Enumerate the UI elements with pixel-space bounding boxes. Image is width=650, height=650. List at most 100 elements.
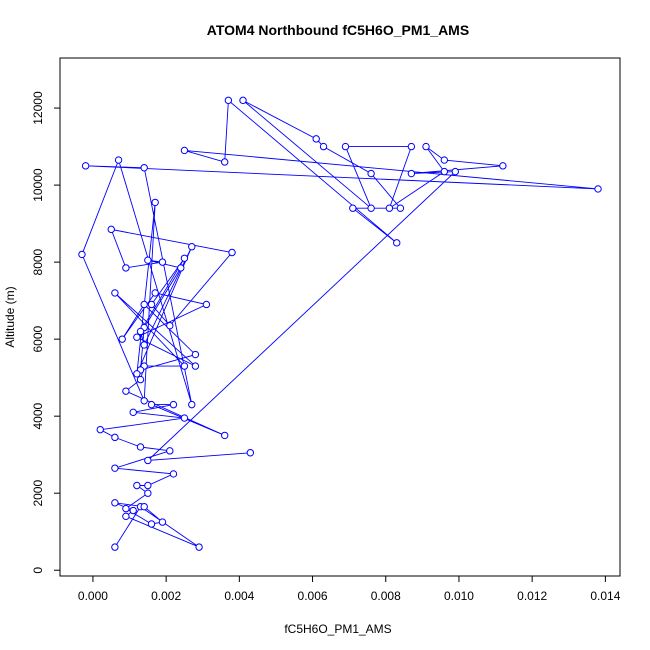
data-point: [140, 341, 148, 349]
data-point: [169, 400, 178, 409]
data-point: [122, 512, 130, 521]
data-point: [133, 333, 141, 341]
data-point: [107, 225, 115, 234]
data-point: [221, 431, 229, 440]
data-point: [144, 481, 152, 490]
series-line: [81, 99, 599, 548]
data-point: [136, 443, 145, 451]
series-group: [78, 96, 602, 551]
data-point: [136, 375, 145, 384]
data-point: [239, 96, 247, 105]
data-point: [144, 489, 152, 497]
data-point: [312, 135, 320, 143]
data-point: [188, 400, 196, 409]
data-point: [111, 433, 119, 442]
data-point: [122, 264, 130, 272]
data-point: [367, 204, 375, 212]
x-tick-label: 0.002: [151, 589, 181, 603]
data-point: [111, 543, 119, 551]
data-point: [140, 397, 148, 405]
y-tick-label: 6000: [31, 325, 45, 352]
y-axis: 0 2000 4000 6000 8000 10000 12000: [31, 91, 60, 574]
data-point: [140, 300, 148, 309]
data-point: [111, 499, 119, 507]
data-point: [191, 350, 200, 359]
x-tick-label: 0.014: [590, 589, 620, 603]
data-point: [393, 239, 401, 247]
x-tick-label: 0.010: [444, 589, 474, 603]
data-point: [451, 167, 459, 176]
data-point: [129, 408, 137, 417]
data-point: [136, 327, 145, 336]
data-point: [228, 248, 236, 257]
data-point: [81, 162, 90, 170]
x-axis-label: fC5H6O_PM1_AMS: [284, 622, 391, 636]
y-tick-label: 8000: [31, 248, 45, 275]
data-point: [140, 502, 148, 511]
data-point: [111, 289, 119, 297]
data-point: [180, 254, 189, 262]
x-tick-label: 0.012: [517, 589, 547, 603]
chart-title: ATOM4 Northbound fC5H6O_PM1_AMS: [207, 22, 469, 38]
data-point: [122, 387, 130, 395]
data-point: [177, 264, 185, 272]
data-point: [396, 204, 405, 212]
data-point: [202, 300, 211, 309]
data-point: [319, 142, 328, 151]
data-point: [440, 167, 449, 176]
data-point: [422, 142, 430, 151]
data-point: [133, 481, 141, 490]
y-tick-label: 4000: [31, 403, 45, 430]
data-point: [195, 543, 203, 551]
y-tick-label: 12000: [31, 91, 45, 125]
y-tick-label: 0: [31, 567, 45, 574]
data-point: [158, 518, 167, 526]
data-point: [440, 156, 449, 164]
data-point: [144, 456, 152, 465]
data-point: [151, 289, 159, 297]
data-point: [407, 142, 416, 151]
data-point: [166, 447, 174, 455]
data-point: [385, 204, 394, 212]
data-point: [180, 414, 189, 422]
y-tick-label: 2000: [31, 480, 45, 507]
x-axis: 0.000 0.002 0.004 0.006 0.008 0.010 0.012 0.014: [78, 576, 621, 603]
data-point: [147, 300, 156, 309]
data-point: [96, 425, 104, 434]
data-point: [144, 256, 152, 264]
data-point: [341, 142, 350, 151]
data-point: [180, 146, 189, 155]
data-point: [594, 185, 602, 193]
x-tick-label: 0.004: [224, 589, 254, 603]
data-point: [114, 156, 123, 164]
data-point: [122, 504, 130, 513]
data-point: [147, 400, 156, 409]
data-point: [221, 158, 229, 166]
data-point: [188, 243, 196, 251]
plot-frame: [59, 57, 621, 577]
data-point: [499, 162, 507, 170]
data-point: [111, 464, 119, 472]
x-tick-label: 0.008: [371, 589, 401, 603]
data-point: [166, 321, 174, 330]
data-point: [169, 470, 178, 478]
data-point: [180, 362, 189, 370]
data-point: [133, 370, 141, 378]
data-point: [407, 169, 416, 178]
data-point: [367, 169, 375, 178]
data-point: [140, 164, 148, 172]
data-point: [191, 362, 200, 370]
data-point: [118, 335, 126, 343]
data-point: [246, 449, 255, 457]
data-point: [158, 258, 167, 266]
data-point: [129, 506, 137, 515]
data-point: [147, 520, 156, 528]
data-point: [151, 198, 159, 207]
data-point: [78, 250, 86, 259]
y-axis-label: Altitude (m): [3, 286, 17, 347]
y-tick-label: 10000: [31, 168, 45, 202]
x-tick-label: 0.000: [78, 589, 108, 603]
data-point: [224, 96, 233, 105]
x-tick-label: 0.006: [298, 589, 328, 603]
